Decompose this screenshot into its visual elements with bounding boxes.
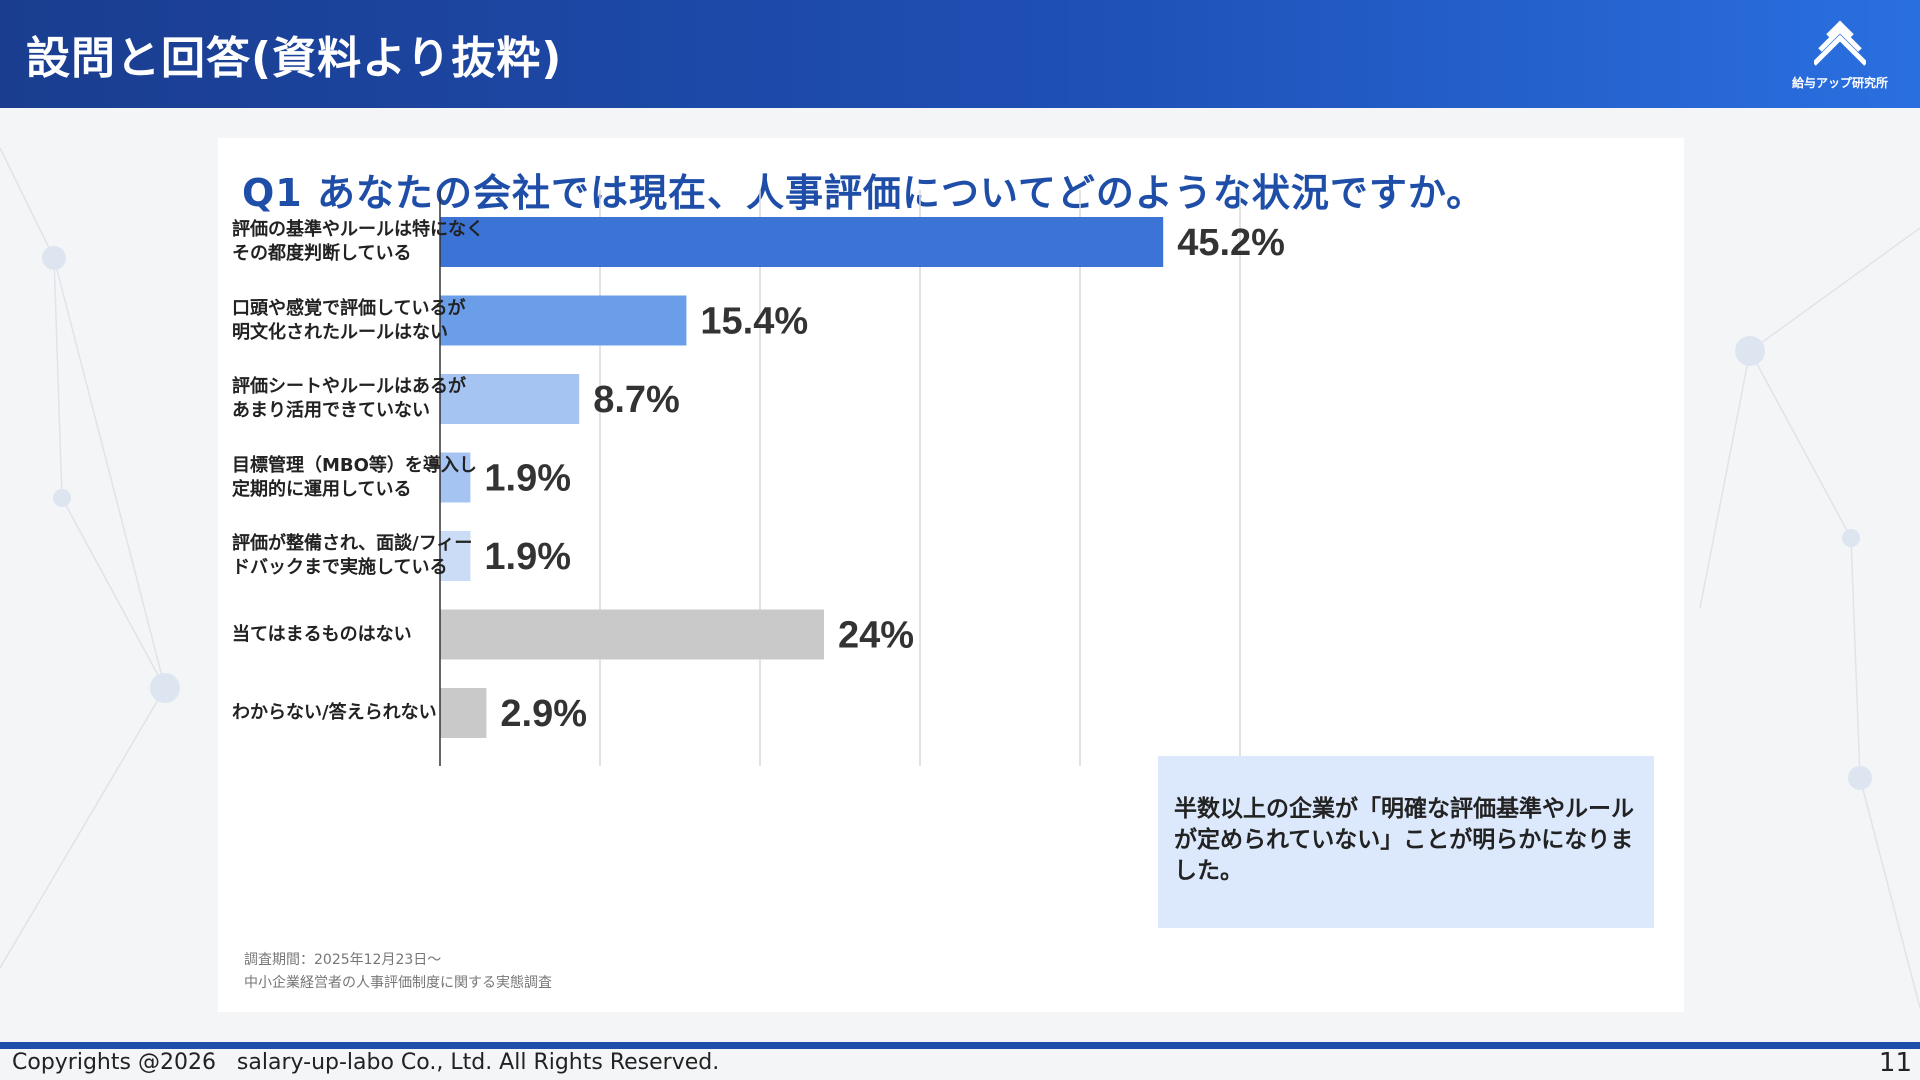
question-title: Q1 あなたの会社では現在、人事評価についてどのような状況ですか。	[242, 171, 1486, 215]
bar	[440, 452, 471, 503]
copyright-text: Copyrights @2026 salary-up-labo Co., Ltd…	[12, 1050, 720, 1075]
survey-note: 調査期間：2025年12月23日～ 中小企業経営者の人事評価制度に関する実態調査	[244, 949, 552, 995]
network-node	[150, 673, 180, 703]
network-node	[53, 489, 71, 507]
chart-card: Q1 あなたの会社では現在、人事評価についてどのような状況ですか。 45.2% 1…	[218, 138, 1684, 1012]
bar	[440, 609, 824, 660]
survey-name: 中小企業経営者の人事評価制度に関する実態調査	[244, 975, 552, 991]
value-label: 15.4%	[700, 301, 808, 343]
logo-text: 給与アップ研究所	[1791, 76, 1888, 90]
footer-bar	[0, 1042, 1920, 1049]
value-label: 8.7%	[593, 379, 680, 421]
bar-chart: 45.2% 15.4% 8.7% 1.9% 1.9% 24% 2.9%	[439, 190, 1285, 766]
category-label: 評価の基準やルールは特になく その都度判断している	[232, 219, 484, 264]
survey-period: 調査期間：2025年12月23日～	[244, 952, 442, 968]
category-label: わからない/答えられない	[232, 702, 437, 723]
category-label: 口頭や感覚で評価しているが 明文化されたルールはない	[232, 297, 466, 343]
summary-callout: 半数以上の企業が「明確な評価基準やルールが定められていない」ことが明らかになりま…	[1158, 756, 1654, 928]
category-label: 評価シートやルールはあるが あまり活用できていない	[232, 376, 466, 421]
bar	[440, 217, 1164, 267]
page-title: 設問と回答(資料より抜粋)	[26, 33, 563, 84]
background-network	[0, 147, 1920, 1009]
network-node	[1848, 766, 1872, 790]
value-label: 24%	[838, 615, 914, 657]
page-number: 11	[1878, 1048, 1912, 1078]
bar	[440, 295, 687, 346]
company-logo: 給与アップ研究所	[1780, 16, 1900, 92]
bar	[440, 374, 580, 424]
category-label: 評価が整備され、面談/フィー ドバックまで実施している	[232, 533, 473, 578]
category-label: 当てはまるものはない	[232, 623, 412, 645]
category-label: 目標管理（MBO等）を導入し 定期的に運用している	[232, 454, 477, 500]
value-label: 1.9%	[484, 536, 571, 578]
value-label: 1.9%	[484, 458, 571, 500]
network-node	[42, 246, 66, 270]
value-label: 2.9%	[500, 693, 587, 735]
network-node	[1735, 336, 1765, 366]
bar	[440, 688, 487, 738]
header-bar: 設問と回答(資料より抜粋) 給与アップ研究所	[0, 0, 1920, 108]
network-node	[1842, 529, 1860, 547]
value-label: 45.2%	[1177, 222, 1285, 264]
bar	[440, 531, 471, 581]
chevron-up-logo-icon	[1814, 20, 1866, 66]
